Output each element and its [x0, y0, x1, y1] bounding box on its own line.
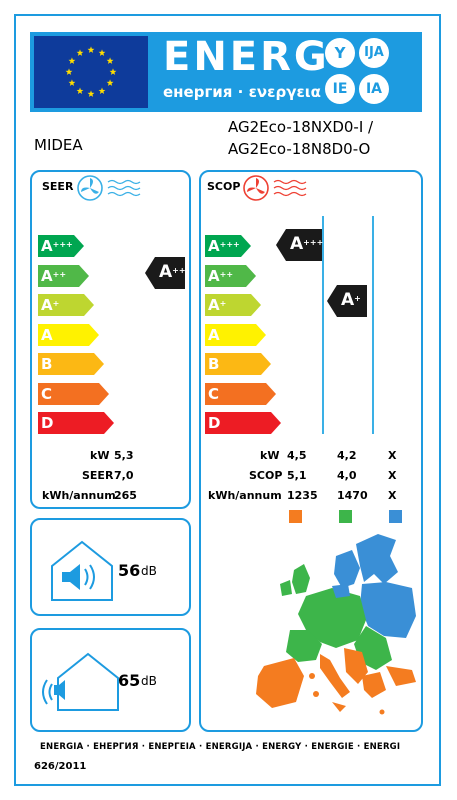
seer-class-a-bar: A — [38, 323, 99, 346]
outdoor-house-icon — [40, 648, 120, 718]
seer-class-label: A+++ — [41, 237, 73, 255]
eu-star-icon — [106, 79, 114, 86]
seer-title: SEER — [42, 180, 74, 193]
average-zone-swatch — [339, 510, 352, 523]
scop-kwh-warm: 1235 — [287, 489, 318, 502]
seer-class-label: C — [41, 384, 53, 403]
scop-class-label: B — [208, 355, 220, 373]
lang-badge-y: Y — [325, 38, 355, 68]
eu-star-icon — [68, 57, 76, 64]
eu-star-icon — [76, 49, 84, 56]
seer-class-label: D — [41, 414, 54, 432]
lang-badge-ija: IJA — [359, 38, 389, 68]
indoor-noise-panel — [30, 518, 191, 616]
seer-panel — [30, 170, 191, 509]
scop-rating-warm-arrow: A+++ — [276, 229, 323, 265]
model-line-1: AG2Eco-18NXD0-I / — [228, 118, 374, 136]
lang-badge-ie: IE — [325, 74, 355, 104]
heating-fan-icon — [242, 174, 312, 206]
seer-kwh-value: 265 — [114, 489, 137, 502]
seer-seer-label: SEER — [82, 469, 114, 482]
outdoor-noise-unit: dB — [141, 674, 157, 688]
eu-star-icon — [68, 79, 76, 86]
scop-kw-cold: X — [388, 449, 397, 462]
scop-kwh-label: kWh/annum — [208, 489, 282, 502]
scop-class-c-bar: C — [205, 382, 276, 405]
scop-kw-warm: 4,5 — [287, 449, 307, 462]
indoor-noise-unit: dB — [141, 564, 157, 578]
seer-class-app-bar: A++ — [38, 264, 89, 287]
supplier-name: MIDEA — [34, 136, 83, 154]
seer-class-label: B — [41, 355, 53, 373]
seer-rating-arrow: A++ — [145, 257, 186, 293]
scop-scop-cold: X — [388, 469, 397, 482]
scop-kwh-cold: X — [388, 489, 397, 502]
lang-badge-ia: IA — [359, 74, 389, 104]
seer-kwh-label: kWh/annum — [42, 489, 116, 502]
seer-class-b-bar: B — [38, 353, 104, 375]
scop-kw-average: 4,2 — [337, 449, 357, 462]
eu-star-icon — [106, 57, 114, 64]
energy-subtitle: енергия · ενεργεια — [163, 83, 321, 101]
seer-class-d-bar: D — [38, 412, 114, 434]
scop-class-label: D — [208, 414, 221, 432]
scop-class-label: A+++ — [208, 237, 240, 255]
regulation-number: 626/2011 — [34, 761, 87, 772]
scop-title: SCOP — [207, 180, 241, 193]
warm-zone-swatch — [289, 510, 302, 523]
scop-rating-average-arrow: A+ — [327, 285, 367, 321]
scop-class-label: A++ — [208, 266, 234, 285]
eu-stars-icon — [65, 46, 117, 97]
cold-zone-swatch — [389, 510, 402, 523]
indoor-house-icon — [48, 538, 118, 608]
eu-star-icon — [98, 49, 106, 56]
eu-star-icon — [76, 87, 84, 94]
eu-star-icon — [109, 68, 117, 75]
outdoor-noise-value: 65 — [118, 671, 141, 690]
seer-seer-value: 7,0 — [114, 469, 134, 482]
scop-class-d-bar: D — [205, 412, 281, 434]
scop-scop-label: SCOP — [249, 469, 283, 482]
eu-star-icon — [65, 68, 73, 75]
scop-panel — [199, 170, 423, 732]
outdoor-noise-panel — [30, 628, 191, 732]
scop-class-ap-bar: A+ — [205, 294, 261, 316]
scop-class-b-bar: B — [205, 353, 271, 375]
scop-class-app-bar: A++ — [205, 264, 256, 287]
seer-class-label: A — [41, 325, 53, 344]
indoor-noise-value: 56 — [118, 561, 141, 580]
model-line-2: AG2Eco-18N8D0-O — [228, 140, 371, 158]
eu-star-icon — [87, 46, 95, 53]
scop-class-label: A — [208, 325, 220, 344]
eu-star-icon — [87, 90, 95, 97]
energy-label — [14, 14, 441, 786]
scop-class-appp-bar: A+++ — [205, 235, 251, 257]
scop-kw-label: kW — [260, 449, 280, 462]
scop-scop-warm: 5,1 — [287, 469, 307, 482]
cooling-fan-icon — [76, 174, 146, 206]
seer-class-label: A++ — [41, 266, 67, 285]
seer-kw-label: kW — [90, 449, 110, 462]
energy-title: ENERG — [163, 34, 330, 80]
eu-star-icon — [98, 87, 106, 94]
scop-class-label: C — [208, 384, 220, 403]
eu-flag — [34, 36, 148, 108]
seer-class-ap-bar: A+ — [38, 294, 94, 316]
seer-class-label: A+ — [41, 296, 60, 314]
energy-words-footer: ENERGIA · ЕНЕРГИЯ · ΕΝΕΡΓΕΙΑ · ENERGIJA … — [40, 742, 401, 752]
scop-kwh-average: 1470 — [337, 489, 368, 502]
scop-scop-average: 4,0 — [337, 469, 357, 482]
scop-class-a-bar: A — [205, 323, 266, 346]
europe-climate-map — [236, 526, 420, 726]
seer-kw-value: 5,3 — [114, 449, 134, 462]
warm-zone-divider — [322, 216, 324, 434]
scop-class-label: A+ — [208, 296, 227, 314]
seer-class-c-bar: C — [38, 382, 109, 405]
seer-class-appp-bar: A+++ — [38, 235, 84, 257]
cold-zone-divider — [372, 216, 374, 434]
